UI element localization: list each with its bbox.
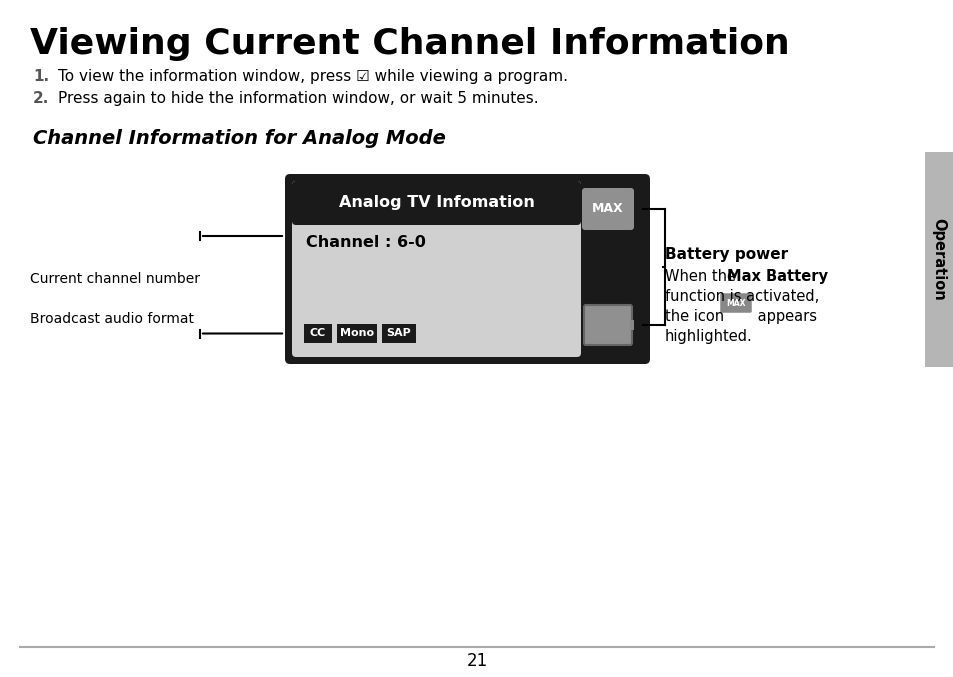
FancyBboxPatch shape: [292, 181, 580, 357]
Bar: [629, 320, 634, 330]
Text: CC: CC: [310, 328, 326, 338]
Text: Channel Information for Analog Mode: Channel Information for Analog Mode: [33, 129, 445, 148]
Bar: [381, 324, 416, 343]
Text: SAP: SAP: [386, 328, 411, 338]
FancyBboxPatch shape: [720, 294, 751, 313]
Bar: [924, 152, 952, 367]
Text: When the: When the: [664, 269, 740, 284]
Text: To view the information window, press ☑ while viewing a program.: To view the information window, press ☑ …: [58, 69, 567, 84]
Text: MAX: MAX: [725, 299, 745, 307]
Bar: [295, 203, 577, 221]
Text: MAX: MAX: [592, 202, 623, 215]
Text: appears: appears: [752, 309, 816, 324]
Text: Press again to hide the information window, or wait 5 minutes.: Press again to hide the information wind…: [58, 91, 538, 106]
Text: 1.: 1.: [33, 69, 49, 84]
Text: Analog TV Infomation: Analog TV Infomation: [338, 196, 534, 211]
Text: Max Battery: Max Battery: [726, 269, 827, 284]
Text: Mono: Mono: [339, 328, 374, 338]
Text: 21: 21: [466, 652, 487, 670]
Text: 2.: 2.: [33, 91, 50, 106]
FancyBboxPatch shape: [285, 174, 649, 364]
Text: Broadcast audio format: Broadcast audio format: [30, 312, 193, 326]
Text: Viewing Current Channel Information: Viewing Current Channel Information: [30, 27, 789, 61]
Text: Channel : 6-0: Channel : 6-0: [306, 235, 425, 250]
Text: function is activated,: function is activated,: [664, 289, 819, 304]
Bar: [295, 185, 577, 221]
Bar: [336, 324, 376, 343]
Text: highlighted.: highlighted.: [664, 329, 752, 344]
FancyBboxPatch shape: [583, 305, 631, 345]
Bar: [304, 324, 332, 343]
Text: Operation: Operation: [930, 218, 945, 301]
Text: the icon: the icon: [664, 309, 728, 324]
FancyBboxPatch shape: [581, 188, 634, 230]
Text: Current channel number: Current channel number: [30, 272, 200, 286]
Text: Battery power: Battery power: [664, 247, 787, 262]
FancyBboxPatch shape: [292, 181, 580, 225]
